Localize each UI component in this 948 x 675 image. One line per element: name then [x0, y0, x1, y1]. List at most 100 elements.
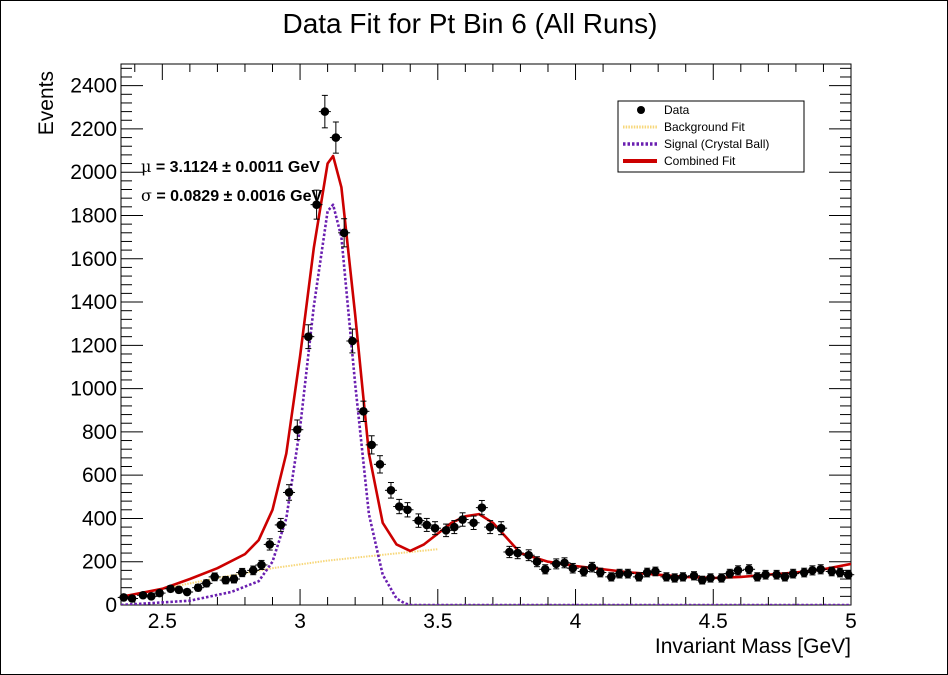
- x-tick-label: 3: [294, 610, 306, 633]
- data-marker: [229, 574, 239, 584]
- data-marker: [394, 502, 404, 511]
- data-marker: [678, 572, 688, 582]
- data-point: [743, 564, 756, 575]
- data-marker: [808, 566, 817, 575]
- data-point: [577, 566, 590, 577]
- data-marker: [496, 523, 506, 533]
- data-marker: [788, 569, 798, 578]
- x-tick-label: 4.5: [699, 610, 728, 633]
- data-point: [484, 520, 497, 535]
- data-point: [302, 324, 315, 350]
- data-marker: [689, 571, 699, 581]
- data-point: [641, 567, 654, 578]
- data-point: [586, 561, 599, 573]
- y-tick-label: 1200: [70, 334, 117, 357]
- data-marker: [284, 488, 294, 497]
- data-marker: [320, 107, 330, 116]
- chart-title: Data Fit for Pt Bin 6 (All Runs): [282, 8, 657, 39]
- data-marker: [642, 568, 652, 577]
- y-tick-label: 2400: [70, 75, 117, 98]
- data-marker: [210, 572, 219, 582]
- data-point: [448, 520, 461, 535]
- plot-area: [120, 63, 852, 606]
- data-marker: [697, 575, 707, 585]
- data-marker: [816, 564, 825, 574]
- x-tick-label: 3.5: [423, 610, 452, 633]
- data-marker: [265, 540, 275, 549]
- data-marker: [174, 585, 184, 595]
- legend-label: Data: [664, 103, 690, 117]
- data-point: [255, 559, 268, 571]
- data-marker: [193, 583, 203, 592]
- y-tick-label: 400: [82, 507, 117, 530]
- signal-crystal-ball-curve: [121, 203, 851, 605]
- data-marker: [237, 568, 247, 577]
- legend-entry: Signal (Crystal Ball): [623, 137, 769, 151]
- x-axis-label: Invariant Mass [GeV]: [655, 635, 851, 658]
- data-marker: [348, 336, 357, 346]
- data-point: [676, 572, 689, 582]
- data-point: [126, 594, 139, 603]
- data-marker: [662, 572, 671, 582]
- y-axis-label: Events: [35, 71, 58, 135]
- data-marker: [615, 569, 624, 578]
- data-marker: [596, 568, 605, 577]
- data-marker: [579, 567, 589, 576]
- data-marker: [248, 566, 258, 575]
- x-tick-label: 2.5: [148, 610, 177, 633]
- data-marker: [312, 200, 321, 209]
- data-marker: [843, 570, 853, 580]
- fit-annotations: μ = 3.1124 ± 0.0011 GeV σ = 0.0829 ± 0.00…: [141, 157, 322, 205]
- data-marker: [623, 569, 633, 578]
- data-point: [798, 567, 811, 578]
- data-point: [550, 558, 563, 570]
- data-point: [833, 567, 846, 578]
- y-tick-label: 1000: [70, 378, 117, 401]
- data-point: [373, 455, 386, 474]
- data-marker: [276, 520, 286, 530]
- data-marker: [753, 572, 762, 582]
- data-marker: [182, 587, 192, 597]
- data-point: [117, 593, 130, 602]
- data-marker: [477, 503, 487, 512]
- legend-marker: [637, 106, 645, 114]
- legend-entry: Combined Fit: [623, 154, 736, 168]
- data-point: [365, 435, 378, 455]
- data-marker: [725, 569, 735, 578]
- data-marker: [634, 572, 644, 582]
- data-point: [660, 572, 673, 582]
- data-point: [522, 549, 535, 562]
- data-point: [503, 545, 516, 559]
- y-tick-label: 600: [82, 464, 117, 487]
- data-marker: [450, 522, 459, 532]
- y-tick-label: 1800: [70, 204, 117, 227]
- y-tick-label: 2200: [70, 118, 117, 141]
- y-tick-label: 0: [105, 594, 117, 617]
- data-marker: [827, 567, 837, 576]
- data-marker: [551, 559, 561, 569]
- y-tick-label: 1400: [70, 291, 117, 314]
- data-point: [429, 521, 442, 536]
- data-marker: [257, 560, 266, 570]
- data-marker: [469, 518, 478, 528]
- data-point: [806, 565, 819, 576]
- y-tick-label: 1600: [70, 248, 117, 271]
- data-point: [247, 565, 260, 576]
- data-point: [814, 564, 827, 575]
- data-marker: [155, 588, 164, 598]
- data-point: [530, 556, 543, 568]
- data-point: [511, 546, 524, 560]
- data-point: [668, 573, 681, 583]
- data-point: [751, 572, 764, 582]
- data-marker: [772, 570, 781, 580]
- data-point: [632, 572, 645, 582]
- data-marker: [780, 572, 790, 582]
- data-point: [137, 590, 150, 600]
- data-point: [467, 515, 480, 530]
- data-marker: [505, 547, 514, 557]
- data-point: [778, 572, 791, 582]
- data-marker: [587, 562, 597, 572]
- data-point: [594, 567, 607, 578]
- data-point: [236, 567, 249, 578]
